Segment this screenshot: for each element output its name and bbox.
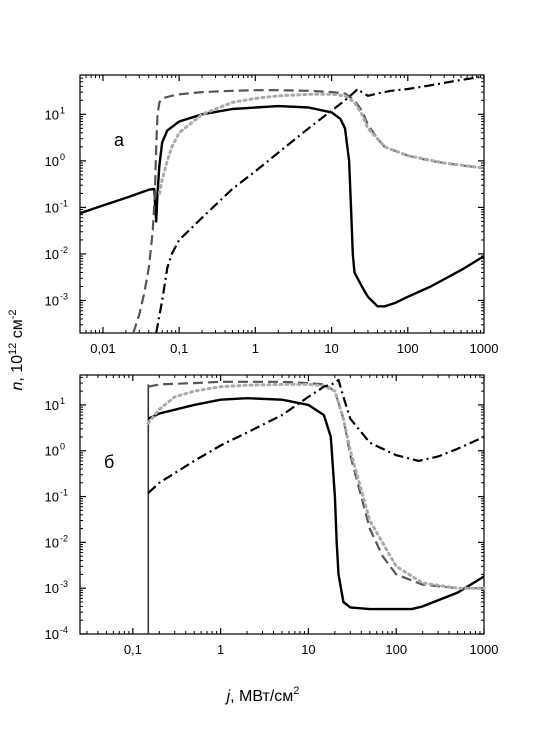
series-line-dotted <box>146 382 486 590</box>
y-axis-label-exponent: 12 <box>7 343 19 355</box>
y-tick-label-exponent: -2 <box>60 533 68 543</box>
y-tick-label-exponent: -2 <box>60 245 68 255</box>
panel-a-series <box>79 75 486 334</box>
x-tick-label: 1 <box>217 642 224 657</box>
x-axis-label-symbol: j <box>225 688 231 705</box>
y-tick-label-exponent: -3 <box>60 291 68 301</box>
panel-a-frame <box>79 74 485 334</box>
series-line-dashed <box>148 380 484 590</box>
panel-b-series <box>146 378 486 634</box>
y-axis-label-unit: см <box>9 319 26 342</box>
y-tick-label: 10 <box>45 247 59 262</box>
x-tick-label: 10 <box>324 341 338 356</box>
panel-b-label: б <box>104 452 114 472</box>
y-axis-label-text: , 10 <box>9 355 26 382</box>
y-tick-label-exponent: 0 <box>60 152 65 162</box>
x-tick-label: 1000 <box>470 642 499 657</box>
y-tick-label: 10 <box>45 535 59 550</box>
y-tick-label: 10 <box>45 444 59 459</box>
y-tick-label-exponent: 0 <box>60 442 65 452</box>
x-tick-label: 1000 <box>470 341 499 356</box>
x-tick-label: 100 <box>385 642 407 657</box>
y-tick-label: 10 <box>45 581 59 596</box>
x-tick-label: 1 <box>252 341 259 356</box>
x-axis-label-exponent: 2 <box>293 685 299 697</box>
y-tick-label: 10 <box>45 107 59 122</box>
y-tick-label-exponent: 1 <box>60 396 65 406</box>
x-tick-label: 100 <box>397 341 419 356</box>
series-line-dotted <box>157 92 486 195</box>
y-tick-label: 10 <box>45 154 59 169</box>
y-tick-label: 10 <box>45 200 59 215</box>
y-tick-label-exponent: -3 <box>60 579 68 589</box>
panel-a-label: а <box>114 130 125 150</box>
y-tick-label: 10 <box>45 293 59 308</box>
x-tick-label: 0,1 <box>124 642 142 657</box>
x-tick-label: 0,01 <box>90 341 115 356</box>
y-tick-label-exponent: -1 <box>60 488 68 498</box>
x-tick-label: 10 <box>301 642 315 657</box>
y-tick-label-exponent: -1 <box>60 198 68 208</box>
x-axis-label-text: , МВт/см <box>230 688 293 705</box>
y-axis-label: n, 1012 см-2 <box>7 309 26 390</box>
y-axis-label-symbol: n <box>9 382 26 391</box>
series-line-solid <box>147 397 485 611</box>
y-tick-label-exponent: -4 <box>60 625 68 635</box>
series-line-dashdot <box>155 75 485 334</box>
x-axis-label: j, МВт/см2 <box>225 685 300 705</box>
y-tick-label: 10 <box>45 627 59 642</box>
y-tick-label-exponent: 1 <box>60 105 65 115</box>
x-tick-label: 0,1 <box>170 341 188 356</box>
y-tick-label: 10 <box>45 398 59 413</box>
y-axis-label-unit-exponent: -2 <box>7 309 19 319</box>
y-tick-label: 10 <box>45 490 59 505</box>
series-line-dashdot <box>147 378 485 494</box>
series-line-solid <box>79 104 485 308</box>
